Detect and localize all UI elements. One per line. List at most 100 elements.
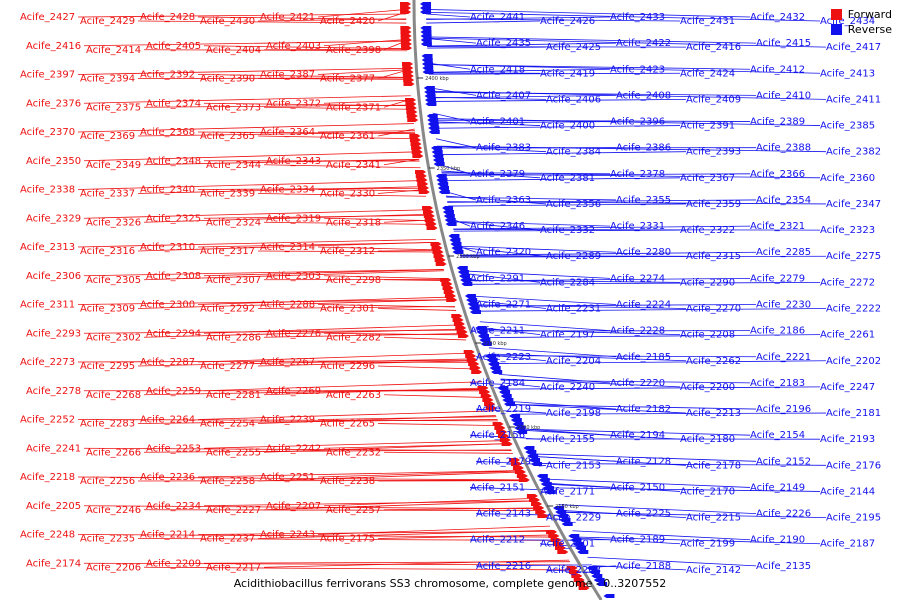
label-connector (197, 74, 410, 78)
reverse-gene-label: Acife_2284 (540, 277, 595, 288)
label-connector (433, 121, 611, 124)
label-connector (257, 250, 440, 253)
forward-gene-label: Acife_2300 (140, 300, 195, 311)
reverse-gene-label: Acife_2261 (820, 330, 875, 341)
label-connector (562, 511, 827, 518)
reverse-gene-arrow (431, 146, 443, 150)
forward-gene-arrow (576, 582, 588, 586)
forward-gene-arrow (555, 546, 567, 550)
backbone-line (412, 0, 603, 600)
forward-gene-arrow (548, 534, 560, 538)
reverse-gene-label: Acife_2178 (686, 460, 741, 471)
label-connector (203, 102, 412, 107)
label-connector (426, 36, 757, 44)
forward-gene-label: Acife_2252 (20, 415, 75, 426)
label-connector (558, 504, 757, 514)
forward-gene-label: Acife_2273 (20, 357, 75, 368)
forward-gene-arrow (482, 398, 494, 402)
reverse-gene-arrow (572, 542, 584, 546)
reverse-gene-label: Acife_2228 (610, 326, 665, 337)
forward-gene-arrow (402, 70, 414, 74)
reverse-gene-label: Acife_2142 (686, 565, 741, 576)
label-connector (437, 145, 547, 153)
reverse-gene-label: Acife_2393 (686, 147, 741, 158)
reverse-gene-label: Acife_2144 (820, 486, 875, 497)
forward-gene-label: Acife_2361 (320, 131, 375, 142)
forward-gene-label: Acife_2266 (86, 447, 141, 458)
forward-gene-label: Acife_2405 (146, 41, 201, 52)
label-connector (451, 221, 611, 227)
forward-gene-arrow (456, 330, 468, 334)
label-connector (143, 49, 408, 52)
forward-gene-arrow (484, 402, 496, 406)
label-connector (377, 308, 457, 311)
reverse-gene-label: Acife_2271 (476, 300, 531, 311)
label-connector (426, 11, 821, 22)
reverse-gene-arrow (529, 458, 541, 462)
reverse-gene-arrow (525, 450, 537, 454)
reverse-gene-arrow (559, 518, 571, 522)
reverse-gene-label: Acife_2366 (750, 169, 805, 180)
label-connector (561, 510, 687, 518)
forward-gene-label: Acife_2239 (260, 415, 315, 426)
reverse-gene-arrow (421, 62, 433, 66)
forward-gene-label: Acife_2340 (140, 185, 195, 196)
label-connector (426, 38, 477, 44)
forward-gene-arrow (501, 442, 513, 446)
reverse-gene-arrow (479, 338, 491, 342)
forward-gene-arrow (403, 82, 415, 86)
label-connector (434, 125, 681, 129)
forward-gene-label: Acife_2392 (140, 70, 195, 81)
forward-gene-label: Acife_2330 (320, 189, 375, 200)
forward-gene-arrow (518, 478, 530, 482)
forward-gene-label: Acife_2316 (80, 246, 135, 257)
scale-tick-label: 2250 kbp (483, 341, 507, 347)
label-connector (143, 566, 575, 571)
forward-gene-label: Acife_2309 (80, 304, 135, 315)
forward-gene-label: Acife_2319 (266, 213, 321, 224)
forward-gene-arrow (568, 570, 580, 574)
reverse-gene-label: Acife_2290 (680, 277, 735, 288)
label-connector (447, 201, 827, 205)
reverse-gene-arrow (459, 274, 471, 278)
forward-gene-label: Acife_2301 (320, 304, 375, 315)
reverse-gene-arrow (432, 154, 444, 158)
reverse-gene-label: Acife_2150 (610, 482, 665, 493)
label-connector (137, 479, 526, 482)
forward-gene-arrow (509, 458, 521, 462)
reverse-gene-label: Acife_2432 (750, 12, 805, 23)
forward-gene-arrow (531, 502, 543, 506)
forward-gene-arrow (404, 98, 416, 102)
reverse-gene-label: Acife_2185 (616, 352, 671, 363)
label-connector (457, 245, 617, 253)
reverse-gene-arrow (570, 538, 582, 542)
forward-gene-arrow (409, 138, 421, 142)
label-connector (323, 332, 465, 336)
label-connector (504, 386, 821, 390)
reverse-gene-label: Acife_2226 (756, 509, 811, 520)
forward-gene-arrow (434, 258, 446, 262)
reverse-gene-label: Acife_2274 (610, 273, 665, 284)
forward-gene-label: Acife_2349 (86, 160, 141, 171)
label-connector (431, 99, 687, 102)
forward-gene-label: Acife_2372 (266, 98, 321, 109)
forward-gene-label: Acife_2209 (146, 558, 201, 569)
reverse-gene-label: Acife_2190 (750, 535, 805, 546)
forward-gene-arrow (453, 322, 465, 326)
reverse-gene-label: Acife_2355 (616, 195, 671, 206)
reverse-gene-label: Acife_2208 (680, 330, 735, 341)
reverse-gene-label: Acife_2222 (826, 304, 881, 315)
label-connector (572, 530, 751, 541)
reverse-gene-label: Acife_2171 (540, 486, 595, 497)
label-connector (475, 513, 565, 516)
forward-gene-arrow (401, 62, 413, 66)
label-connector (263, 559, 570, 568)
label-connector (575, 536, 821, 545)
reverse-gene-arrow (593, 578, 605, 582)
forward-gene-label: Acife_2218 (20, 472, 75, 483)
reverse-gene-label: Acife_2431 (680, 16, 735, 27)
label-connector (475, 408, 515, 412)
forward-gene-label: Acife_2341 (326, 160, 381, 171)
forward-gene-arrow (443, 290, 455, 294)
reverse-gene-arrow (588, 570, 600, 574)
